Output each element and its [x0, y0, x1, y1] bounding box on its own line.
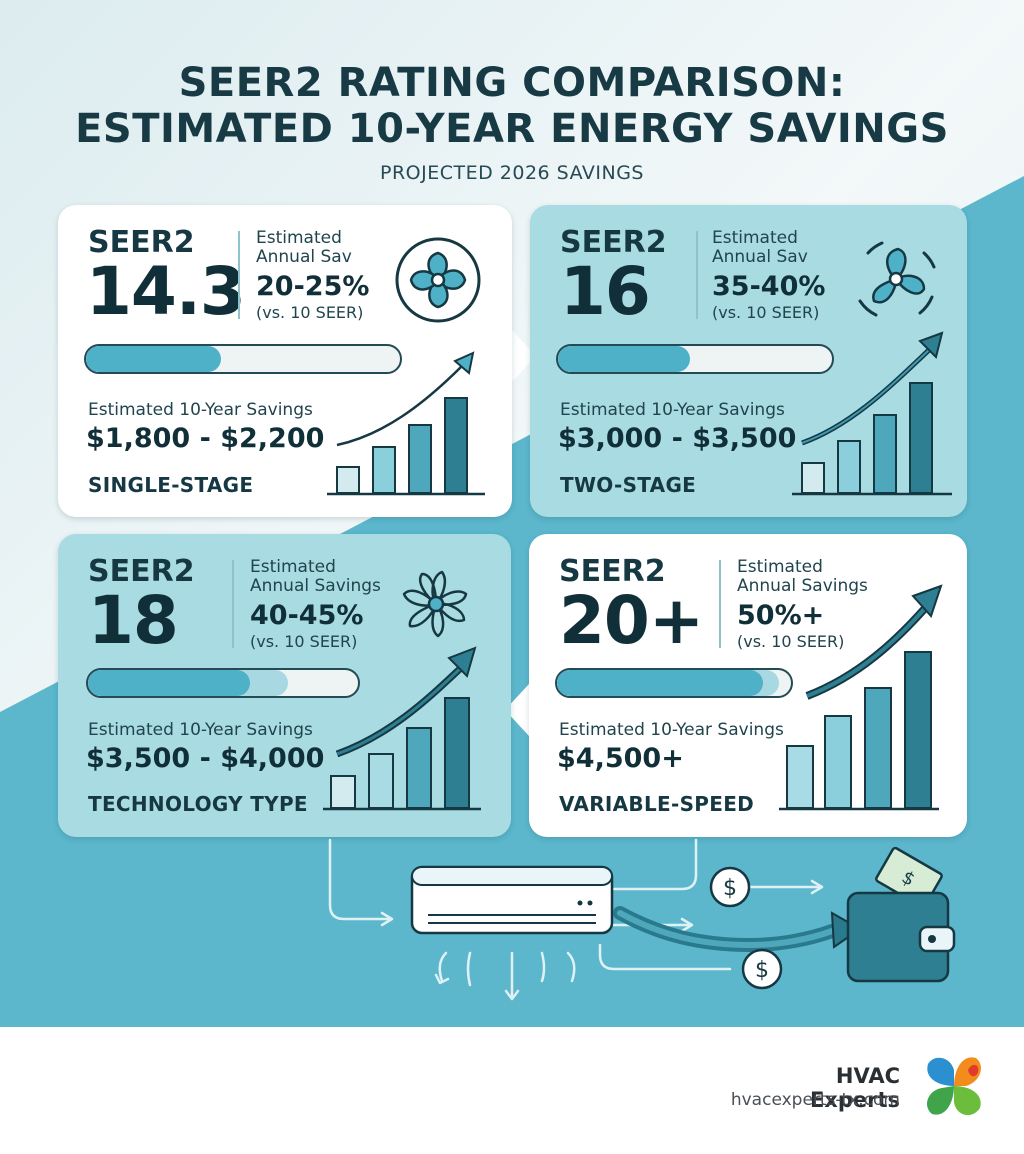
air-conditioner-icon [410, 865, 614, 935]
wallet-icon: $ [846, 846, 956, 983]
seer-value: 20+ [559, 582, 704, 659]
savings-flow-illustration: $ $ $ [328, 838, 956, 1001]
ten-year-savings-label: Estimated 10-Year Savings [559, 720, 784, 740]
ten-year-savings-label: Estimated 10-Year Savings [560, 400, 785, 420]
growth-chart-icon [792, 331, 952, 496]
seer-label: SEER2 [88, 554, 195, 589]
technology-label: TWO-STAGE [560, 473, 697, 497]
annual-label-line-1: Estimated [256, 228, 342, 248]
annual-savings-percent: 20-25% [256, 271, 370, 302]
technology-label: TECHNOLOGY TYPE [88, 792, 308, 816]
annual-savings-label: Estimated Annual Sav [712, 229, 808, 267]
seer-value: 16 [560, 253, 651, 330]
annual-label-line-1: Estimated [712, 228, 798, 248]
growth-chart-icon [327, 351, 485, 496]
brand-logo [927, 1057, 981, 1116]
annual-savings-label: Estimated Annual Savings [737, 558, 868, 596]
growth-chart-icon [323, 646, 481, 811]
annual-savings-reference: (vs. 10 SEER) [712, 303, 820, 322]
savings-progress-bar [86, 668, 360, 698]
annual-label-line-2: Annual Sav [256, 247, 352, 267]
annual-savings-percent: 40-45% [250, 600, 364, 631]
seer-card-16: SEER2 16 Estimated Annual Sav 35-40% (vs… [530, 205, 967, 517]
svg-text:$: $ [723, 876, 737, 901]
annual-label-line-2: Annual Savings [250, 576, 381, 596]
dollar-coin-icon: $ $ [709, 866, 783, 990]
technology-label: VARIABLE-SPEED [559, 792, 755, 816]
annual-label-line-1: Estimated [737, 557, 823, 577]
divider [238, 231, 240, 319]
fan-4-blade-icon [395, 237, 481, 323]
annual-label-line-1: Estimated [250, 557, 336, 577]
ten-year-savings-value: $3,000 - $3,500 [558, 423, 797, 454]
footer [0, 1027, 1024, 1154]
brand-name: HVAC Experts [809, 1064, 900, 1112]
seer-label: SEER2 [560, 225, 667, 260]
page-title-line-2: ESTIMATED 10-YEAR ENERGY SAVINGS [75, 106, 949, 152]
growth-chart-icon [779, 584, 943, 811]
annual-savings-percent: 35-40% [712, 271, 826, 302]
savings-progress-bar [556, 344, 834, 374]
savings-progress-bar [555, 668, 793, 698]
annual-savings-reference: (vs. 10 SEER) [256, 303, 364, 322]
seer-label: SEER2 [88, 225, 195, 260]
ten-year-savings-label: Estimated 10-Year Savings [88, 720, 313, 740]
savings-progress-bar [84, 344, 402, 374]
annual-savings-label: Estimated Annual Sav [256, 229, 352, 267]
annual-savings-label: Estimated Annual Savings [250, 558, 381, 596]
divider [719, 560, 721, 648]
progress-fill [86, 346, 222, 372]
annual-savings-reference: (vs. 10 SEER) [250, 632, 358, 651]
annual-label-line-2: Annual Sav [712, 247, 808, 267]
seer-card-20-plus: SEER2 20+ Estimated Annual Savings 50%+ … [529, 534, 967, 837]
technology-label: SINGLE-STAGE [88, 473, 254, 497]
divider [696, 231, 698, 319]
svg-text:$: $ [755, 958, 769, 983]
seer-card-18: SEER2 18 Estimated Annual Savings 40-45%… [58, 534, 511, 837]
annual-savings-reference: (vs. 10 SEER) [737, 632, 845, 651]
fan-motion-icon [858, 241, 936, 317]
ten-year-savings-label: Estimated 10-Year Savings [88, 400, 313, 420]
ten-year-savings-value: $1,800 - $2,200 [86, 423, 325, 454]
divider [232, 560, 234, 648]
seer-card-14: SEER2 14.3 Estimated Annual Sav 20-25% (… [58, 205, 512, 517]
brand-url[interactable]: hvacexperts-tx.com [730, 1090, 900, 1110]
annual-label-line-2: Annual Savings [737, 576, 868, 596]
fan-multi-blade-icon [402, 570, 468, 638]
annual-savings-percent: 50%+ [737, 600, 825, 631]
ten-year-savings-value: $4,500+ [557, 743, 684, 774]
page-subtitle: PROJECTED 2026 SAVINGS [380, 162, 644, 184]
seer-value: 18 [88, 582, 179, 659]
page-title-line-1: SEER2 RATING COMPARISON: [178, 60, 846, 106]
seer-label: SEER2 [559, 554, 666, 589]
progress-fill [557, 670, 763, 696]
progress-fill [558, 346, 690, 372]
ten-year-savings-value: $3,500 - $4,000 [86, 743, 325, 774]
progress-fill [88, 670, 250, 696]
seer-value: 14.3 [86, 253, 246, 330]
